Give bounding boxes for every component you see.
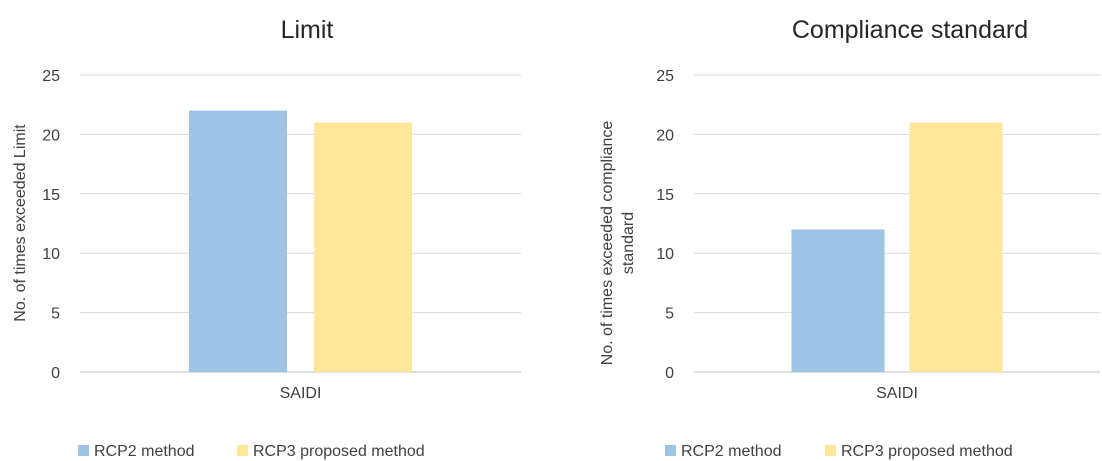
legend-swatch-rcp2 <box>665 445 676 456</box>
bar-rcp2-saidi <box>189 110 287 372</box>
y-axis-label-line: standard <box>620 212 637 274</box>
legend: RCP2 method RCP3 proposed method <box>78 443 425 460</box>
y-tick-label: 0 <box>665 365 674 382</box>
y-tick-label: 15 <box>656 187 674 204</box>
y-tick-label: 5 <box>51 306 60 323</box>
y-tick-label: 20 <box>656 127 674 144</box>
y-tick-label: 20 <box>42 127 60 144</box>
chart-title: Compliance standard <box>792 16 1028 44</box>
legend-label-rcp2: RCP2 method <box>681 443 782 460</box>
x-tick-label: SAIDI <box>876 385 918 402</box>
y-tick-label: 10 <box>42 246 60 263</box>
bar-rcp2-saidi <box>791 229 885 372</box>
chart-limit: Limit No. of times exceeded Limit 0 5 10 15… <box>12 16 521 460</box>
legend-label-rcp2: RCP2 method <box>94 443 195 460</box>
legend-swatch-rcp3 <box>825 445 836 456</box>
y-tick-label: 0 <box>51 365 60 382</box>
bar-rcp3-saidi <box>909 122 1003 373</box>
y-axis-label: No. of times exceeded Limit <box>12 124 29 322</box>
y-axis-label: No. of times exceeded compliance standar… <box>599 121 637 366</box>
y-tick-label: 25 <box>42 68 60 85</box>
plot-area: 0 5 10 15 20 25 SAIDI <box>656 68 1100 402</box>
legend-swatch-rcp2 <box>78 445 89 456</box>
legend-label-rcp3: RCP3 proposed method <box>253 443 425 460</box>
plot-area: 0 5 10 15 20 25 SAIDI <box>42 68 521 402</box>
legend: RCP2 method RCP3 proposed method <box>665 443 1013 460</box>
y-tick-label: 10 <box>656 246 674 263</box>
legend-swatch-rcp3 <box>237 445 248 456</box>
legend-label-rcp3: RCP3 proposed method <box>841 443 1013 460</box>
chart-compliance-standard: Compliance standard No. of times exceede… <box>599 16 1100 460</box>
y-tick-label: 15 <box>42 187 60 204</box>
y-tick-label: 5 <box>665 306 674 323</box>
bar-rcp3-saidi <box>314 122 412 373</box>
y-tick-label: 25 <box>656 68 674 85</box>
chart-title: Limit <box>281 16 334 44</box>
y-axis-label-line: No. of times exceeded compliance <box>599 121 616 366</box>
x-tick-label: SAIDI <box>280 385 322 402</box>
